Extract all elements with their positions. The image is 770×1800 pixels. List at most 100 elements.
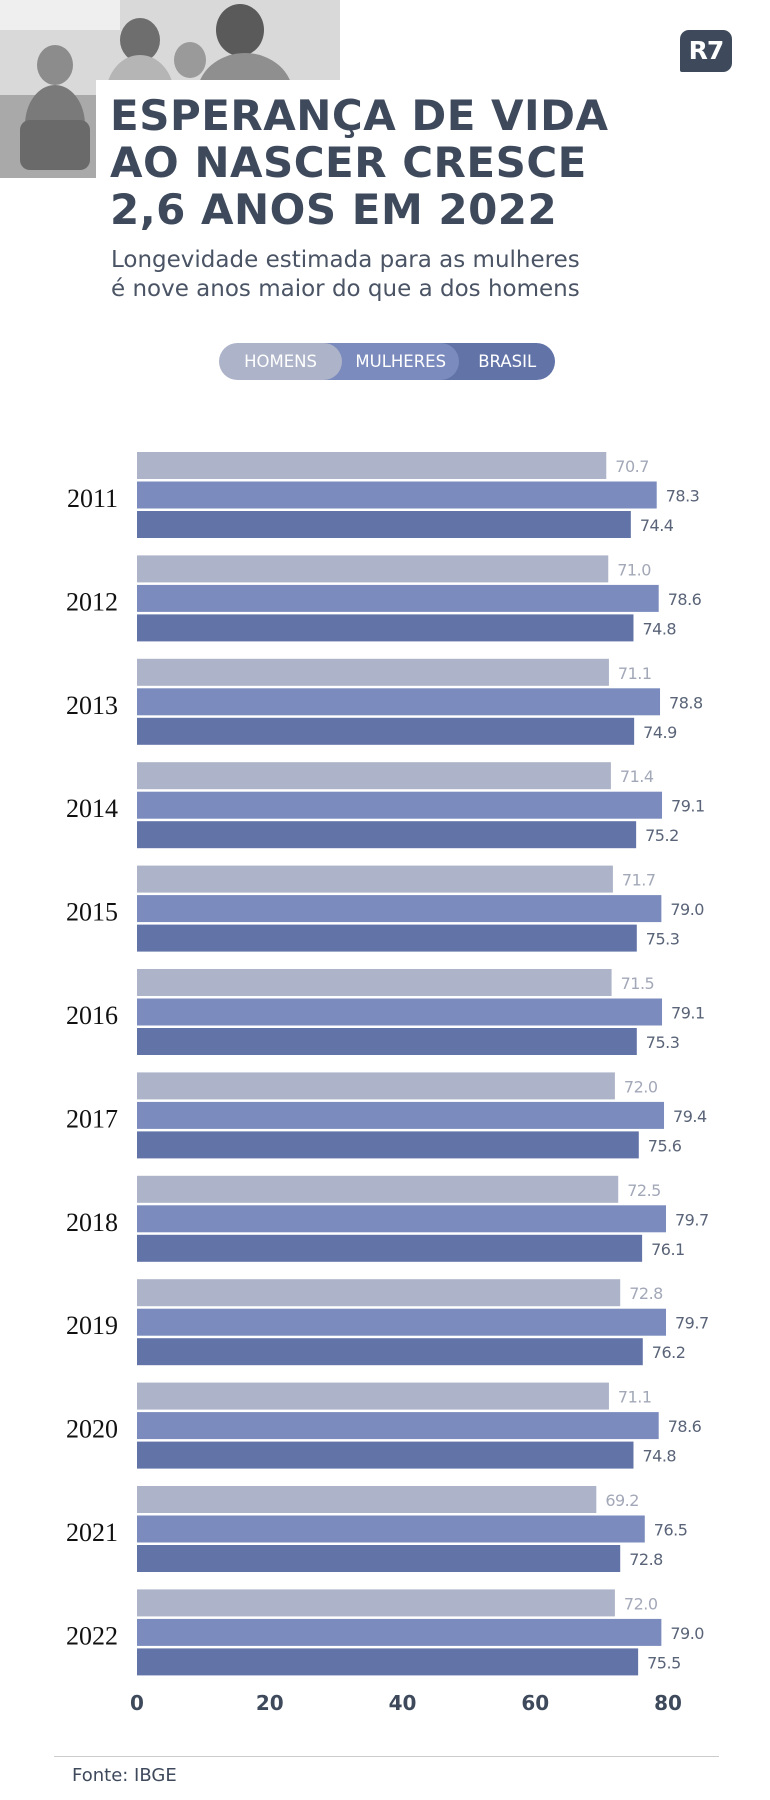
data-label: 79.0 — [670, 1624, 704, 1643]
data-label: 71.4 — [620, 767, 654, 786]
title-line: AO NASCER CRESCE — [110, 138, 587, 187]
data-label: 76.5 — [654, 1521, 688, 1540]
source-note: Fonte: IBGE — [72, 1765, 177, 1786]
data-label: 75.6 — [648, 1136, 682, 1155]
category-label: 2017 — [66, 1104, 118, 1133]
bar-mulheres — [137, 1412, 659, 1440]
data-label: 71.5 — [621, 974, 655, 993]
bar-brasil — [137, 1648, 639, 1676]
data-label: 70.7 — [615, 457, 649, 476]
data-label: 72.8 — [629, 1284, 663, 1303]
bar-homens — [137, 658, 609, 686]
bar-brasil — [137, 1131, 639, 1159]
data-label: 78.6 — [668, 590, 702, 609]
data-label: 72.5 — [627, 1181, 661, 1200]
bar-mulheres — [137, 998, 663, 1026]
bar-homens — [137, 1175, 619, 1203]
category-label: 2018 — [66, 1208, 118, 1237]
category-label: 2012 — [66, 587, 118, 616]
x-tick-label: 60 — [521, 1691, 549, 1715]
category-label: 2022 — [66, 1621, 118, 1650]
category-label: 2011 — [67, 484, 118, 513]
data-label: 71.1 — [618, 664, 652, 683]
bar-brasil — [137, 1234, 643, 1262]
category-label: 2021 — [66, 1518, 118, 1547]
data-label: 74.8 — [642, 619, 676, 638]
data-label: 75.2 — [645, 826, 679, 845]
data-label: 74.4 — [640, 516, 674, 535]
bar-homens — [137, 865, 613, 893]
r7-logo: R7 — [680, 30, 732, 72]
data-label: 78.6 — [668, 1417, 702, 1436]
bar-chart: 2011 70.7 78.3 74.4 2012 71.0 78.6 74.8 2013 71.1… — [66, 452, 709, 1715]
bar-mulheres — [137, 1205, 667, 1233]
bar-mulheres — [137, 1618, 662, 1646]
data-label: 71.0 — [617, 560, 651, 579]
data-label: 79.4 — [673, 1107, 707, 1126]
data-label: 75.3 — [646, 1033, 680, 1052]
bar-brasil — [137, 821, 637, 849]
chart-legend: HOMENS MULHERES BRASIL — [219, 343, 555, 380]
data-label: 78.8 — [669, 693, 703, 712]
subtitle-line: Longevidade estimada para as mulheres — [111, 247, 580, 273]
bar-brasil — [137, 511, 631, 538]
data-label: 79.7 — [675, 1314, 709, 1333]
title-line: ESPERANÇA DE VIDA — [110, 91, 609, 140]
x-tick-label: 20 — [256, 1691, 284, 1715]
data-label: 72.0 — [624, 1594, 658, 1613]
data-label: 78.3 — [666, 487, 700, 506]
x-tick-label: 0 — [130, 1691, 144, 1715]
bar-brasil — [137, 1338, 643, 1366]
data-label: 74.8 — [642, 1447, 676, 1466]
bar-mulheres — [137, 1515, 645, 1543]
category-label: 2015 — [66, 898, 118, 927]
data-label: 72.8 — [629, 1550, 663, 1569]
subtitle: Longevidade estimada para as mulheres é … — [111, 246, 731, 304]
bar-mulheres — [137, 688, 661, 716]
bar-mulheres — [137, 1308, 667, 1336]
bar-homens — [137, 452, 607, 479]
data-label: 79.0 — [670, 900, 704, 919]
bar-mulheres — [137, 791, 663, 819]
bar-brasil — [137, 1545, 621, 1572]
category-label: 2020 — [66, 1415, 118, 1444]
x-tick-label: 40 — [389, 1691, 417, 1715]
photo-cutout — [96, 80, 340, 178]
subtitle-line: é nove anos maior do que a dos homens — [111, 276, 580, 302]
bar-mulheres — [137, 584, 659, 612]
data-label: 74.9 — [643, 723, 677, 742]
bar-brasil — [137, 924, 637, 952]
title-line: 2,6 ANOS EM 2022 — [110, 185, 558, 234]
bar-brasil — [137, 717, 635, 745]
data-label: 71.7 — [622, 871, 656, 890]
category-label: 2019 — [66, 1311, 118, 1340]
bar-mulheres — [137, 895, 662, 923]
bar-mulheres — [137, 481, 657, 509]
bar-brasil — [137, 1028, 637, 1055]
bar-homens — [137, 1382, 609, 1410]
data-label: 72.0 — [624, 1077, 658, 1096]
data-label: 69.2 — [605, 1491, 639, 1510]
bar-homens — [137, 1279, 621, 1307]
bar-brasil — [137, 1441, 634, 1469]
data-label: 79.7 — [675, 1210, 709, 1229]
bar-brasil — [137, 614, 634, 642]
category-label: 2013 — [66, 691, 118, 720]
page-title: ESPERANÇA DE VIDA AO NASCER CRESCE 2,6 A… — [110, 92, 730, 233]
bar-homens — [137, 555, 609, 583]
legend-item-brasil: BRASIL — [440, 343, 555, 380]
data-label: 71.1 — [618, 1388, 652, 1407]
bar-homens — [137, 969, 612, 996]
bar-homens — [137, 1072, 615, 1100]
data-label: 75.5 — [647, 1653, 681, 1672]
bar-homens — [137, 1589, 615, 1617]
x-tick-label: 80 — [654, 1691, 682, 1715]
data-label: 75.3 — [646, 930, 680, 949]
header-photo — [0, 0, 340, 178]
legend-item-homens: HOMENS — [219, 343, 343, 380]
data-label: 79.1 — [671, 1004, 705, 1023]
category-label: 2014 — [66, 794, 118, 823]
bar-homens — [137, 1486, 597, 1513]
category-label: 2016 — [66, 1001, 118, 1030]
data-label: 76.2 — [652, 1343, 686, 1362]
